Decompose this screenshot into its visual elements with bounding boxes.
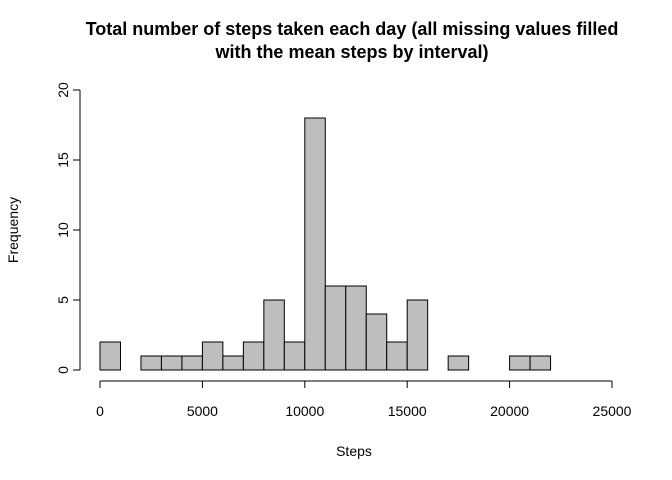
- y-tick-label: 15: [55, 152, 71, 168]
- bars-group: [99, 117, 552, 371]
- histogram-bar: [99, 341, 121, 371]
- histogram-bar: [201, 341, 224, 371]
- y-axis-label: Frequency: [5, 197, 21, 263]
- histogram-bar: [160, 355, 183, 371]
- histogram-bar: [509, 355, 531, 371]
- y-tick-label: 10: [55, 222, 71, 238]
- x-tick-label: 15000: [388, 403, 427, 419]
- x-tick-label: 25000: [593, 403, 632, 419]
- chart-title-line-1: Total number of steps taken each day (al…: [86, 19, 619, 39]
- x-tick-label: 20000: [490, 403, 529, 419]
- histogram-bar: [386, 341, 408, 371]
- x-tick-label: 0: [96, 403, 104, 419]
- histogram-bar: [529, 355, 552, 371]
- histogram-bar: [140, 355, 162, 371]
- histogram-bar: [222, 355, 244, 371]
- x-tick-label: 10000: [285, 403, 324, 419]
- y-tick-label: 5: [55, 296, 71, 304]
- histogram-bar: [447, 355, 470, 371]
- x-axis-label: Steps: [336, 443, 372, 459]
- chart-title-line-2: with the mean steps by interval): [214, 42, 488, 62]
- y-tick-label: 0: [55, 366, 71, 374]
- x-axis-ticks: 0 5000 10000 15000 20000 25000: [96, 381, 632, 419]
- histogram-bar: [324, 285, 347, 371]
- histogram-bar: [406, 299, 429, 371]
- y-axis-ticks: 0 5 10 15 20: [55, 82, 80, 374]
- histogram-bar: [345, 285, 367, 371]
- histogram-bar: [283, 341, 306, 371]
- histogram-bar: [242, 341, 265, 371]
- histogram-bar: [181, 355, 203, 371]
- histogram-bar: [365, 313, 388, 371]
- histogram-bar: [263, 299, 285, 371]
- y-tick-label: 20: [55, 82, 71, 98]
- x-tick-label: 5000: [187, 403, 218, 419]
- histogram-bar: [304, 117, 326, 371]
